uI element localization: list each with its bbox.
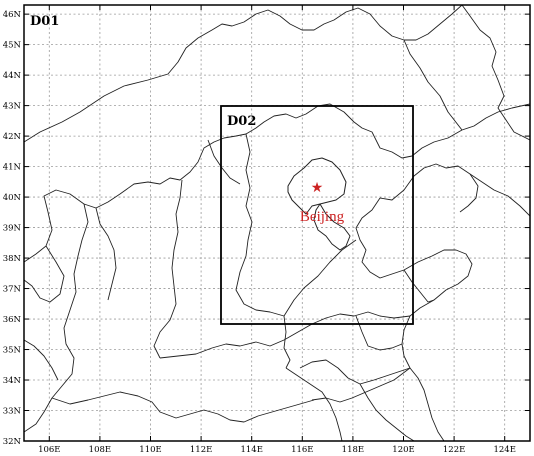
lon-tick-label: 124E: [493, 445, 515, 455]
lon-tick-label: 112E: [190, 445, 212, 455]
lon-tick-label: 110E: [139, 445, 161, 455]
lon-tick-label: 120E: [392, 445, 414, 455]
graticule: [24, 5, 530, 442]
lat-tick-label: 33N: [3, 407, 22, 417]
lat-tick-label: 32N: [3, 437, 22, 447]
domain-d01-label: D01: [30, 14, 59, 29]
lat-tick-label: 34N: [3, 376, 22, 386]
lat-tick-label: 42N: [3, 132, 22, 142]
lat-tick-label: 35N: [3, 346, 22, 356]
domain-d02-label: D02: [227, 114, 256, 129]
domain-d01-frame: [23, 4, 531, 442]
beijing-label: Beijing: [300, 209, 345, 225]
lon-tick-label: 114E: [240, 445, 262, 455]
lon-tick-label: 118E: [342, 445, 364, 455]
lat-tick-label: 44N: [3, 71, 22, 81]
axis-ticks: 106E 108E 110E 112E 114E 116E 118E 120E 122E 124E…: [3, 5, 530, 455]
lat-tick-label: 40N: [3, 193, 22, 203]
lon-tick-label: 122E: [443, 445, 465, 455]
lat-tick-label: 38N: [3, 254, 22, 264]
lat-tick-label: 39N: [3, 224, 22, 234]
domain-d02-box: [220, 105, 414, 325]
lon-tick-label: 106E: [38, 445, 60, 455]
lon-tick-label: 108E: [89, 445, 111, 455]
lat-tick-label: 41N: [3, 163, 22, 173]
lat-tick-label: 45N: [3, 41, 22, 51]
province-boundaries: [24, 5, 530, 441]
beijing-tianjin-outline: [287, 157, 351, 251]
lat-tick-label: 43N: [3, 102, 22, 112]
lat-tick-label: 37N: [3, 285, 22, 295]
lon-tick-label: 116E: [291, 445, 313, 455]
lat-tick-label: 46N: [3, 10, 22, 20]
lat-tick-label: 36N: [3, 315, 22, 325]
star-icon: ★: [311, 181, 324, 196]
